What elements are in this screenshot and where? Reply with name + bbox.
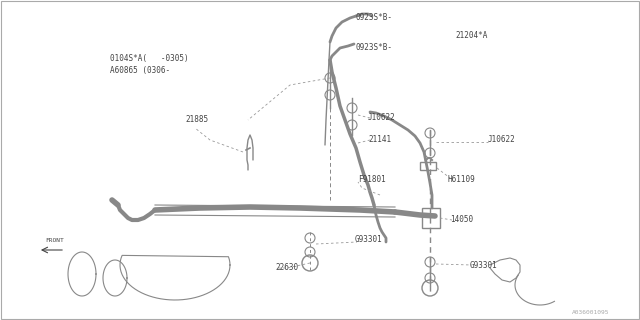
Text: F91801: F91801: [358, 175, 386, 185]
Text: A60865 (0306-: A60865 (0306-: [110, 66, 170, 75]
Text: J10622: J10622: [368, 114, 396, 123]
Text: H61109: H61109: [448, 175, 476, 185]
Text: J10622: J10622: [488, 135, 516, 145]
Text: 0104S*A(   -0305): 0104S*A( -0305): [110, 53, 189, 62]
Text: 21141: 21141: [368, 135, 391, 145]
Text: A036001095: A036001095: [572, 310, 609, 316]
Text: 21204*A: 21204*A: [455, 30, 488, 39]
Text: 0923S*B-: 0923S*B-: [355, 13, 392, 22]
Text: 0923S*B-: 0923S*B-: [355, 44, 392, 52]
Text: G93301: G93301: [470, 260, 498, 269]
Text: FRONT: FRONT: [45, 238, 65, 243]
Bar: [420, 162, 436, 170]
Text: 21885: 21885: [185, 116, 208, 124]
Text: G93301: G93301: [355, 236, 383, 244]
Bar: [422, 208, 440, 228]
Text: 14050: 14050: [450, 215, 473, 225]
Text: 22630: 22630: [275, 263, 298, 273]
